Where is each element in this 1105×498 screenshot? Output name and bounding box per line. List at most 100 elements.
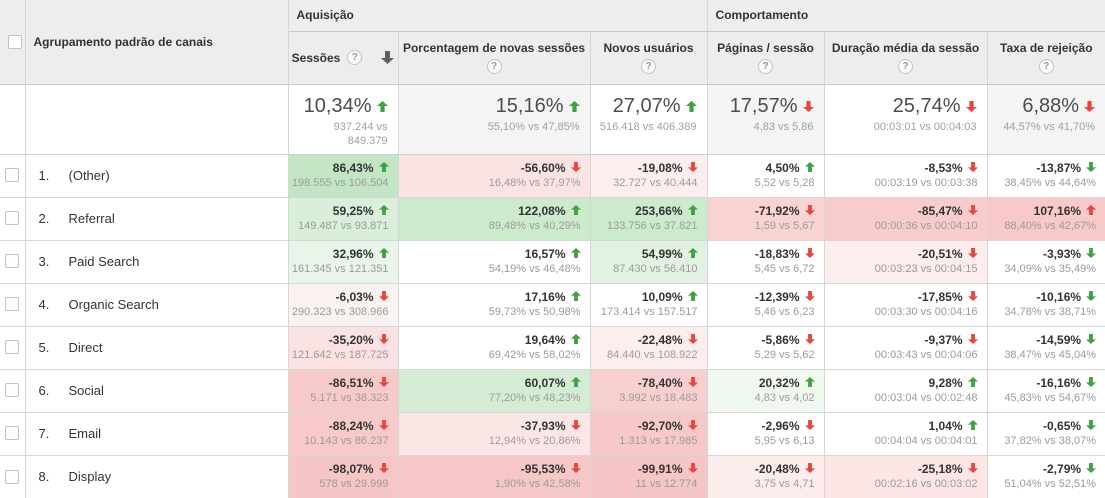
metric-comparison-values: 59,73% vs 50,98% <box>488 305 581 318</box>
row-number: 1. <box>38 168 50 183</box>
row-checkbox[interactable] <box>5 297 20 312</box>
arrow-down-icon <box>1086 333 1097 344</box>
arrow-down-icon <box>967 204 978 215</box>
channel-name: Organic Search <box>68 297 159 312</box>
column-header-sessions[interactable]: Sessões <box>287 30 399 85</box>
row-checkbox[interactable] <box>5 211 20 226</box>
metric-change-value: 17,16% <box>402 290 581 305</box>
column-header-label: Novos usuários <box>603 41 694 55</box>
cell-new-sessions-pct: 122,08% 89,48% vs 40,29% <box>397 196 591 241</box>
arrow-up-icon <box>687 204 698 215</box>
metric-change-value: -86,51% <box>292 376 389 391</box>
arrow-down-icon <box>570 161 581 172</box>
arrow-down-icon <box>804 204 815 215</box>
cell-new-sessions-pct: -95,53% 1,90% vs 42,58% <box>397 454 591 498</box>
help-icon[interactable] <box>898 59 914 74</box>
metric-comparison-values: 5,95 vs 6,13 <box>754 434 815 447</box>
arrow-down-icon <box>967 462 978 473</box>
row-checkbox[interactable] <box>5 168 20 183</box>
cell-avg-session-duration: 1,04% 00:04:04 vs 00:04:01 <box>823 411 988 456</box>
help-icon[interactable] <box>486 59 502 74</box>
cell-pages-per-session: 20,32% 4,83 vs 4,02 <box>706 368 825 413</box>
metric-change-value: -71,92% <box>711 204 815 219</box>
column-header-new-users[interactable]: Novos usuários <box>589 30 708 85</box>
arrow-down-icon <box>1086 247 1097 258</box>
channel-name-cell: 5. Direct <box>24 325 289 370</box>
arrow-up-icon <box>570 247 581 258</box>
summary-comparison-values: 55,10% vs 47,85% <box>487 120 580 133</box>
arrow-down-icon <box>804 290 815 301</box>
cell-sessions: 59,25% 149.487 vs 93.871 <box>287 196 399 241</box>
arrow-up-icon <box>378 247 389 258</box>
metric-comparison-values: 37,82% vs 38,07% <box>1004 434 1097 447</box>
cell-bounce-rate: -14,59% 38,47% vs 45,04% <box>986 325 1105 370</box>
arrow-down-icon <box>804 333 815 344</box>
arrow-up-icon <box>570 333 581 344</box>
row-checkbox[interactable] <box>5 469 20 484</box>
metric-comparison-values: 34,09% vs 35,49% <box>1004 262 1097 275</box>
metric-comparison-values: 173.414 vs 157.517 <box>600 305 698 318</box>
column-header-pages-per-session[interactable]: Páginas / sessão <box>706 30 825 85</box>
metric-comparison-values: 161.345 vs 121.351 <box>291 262 389 275</box>
channel-name: Display <box>68 469 112 485</box>
arrow-up-icon <box>376 100 388 112</box>
metric-comparison-values: 84.440 vs 108.922 <box>607 348 698 361</box>
table-row: 1. (Other) 86,43% 198.555 vs 106.504 -56,60%… <box>0 153 1105 198</box>
metric-comparison-values: 5,46 vs 6,23 <box>754 305 815 318</box>
channel-name-cell: 2. Referral <box>24 196 289 241</box>
metric-change-value: 122,08% <box>402 204 581 219</box>
column-header-avg-session-duration[interactable]: Duração média da sessão <box>823 30 988 85</box>
summary-empty-channel-cell <box>24 83 289 155</box>
cell-new-users: 54,99% 87.430 vs 56.410 <box>589 239 708 284</box>
metric-comparison-values: 5,52 vs 5,28 <box>754 176 815 189</box>
cell-bounce-rate: -3,93% 34,09% vs 35,49% <box>986 239 1105 284</box>
channel-name: Paid Search <box>68 254 140 269</box>
select-all-checkbox[interactable] <box>8 35 22 50</box>
help-icon[interactable] <box>1038 59 1054 74</box>
cell-new-users: -92,70% 1.313 vs 17.985 <box>589 411 708 456</box>
cell-bounce-rate: -13,87% 38,45% vs 44,64% <box>986 153 1105 198</box>
sort-descending-icon[interactable] <box>381 51 395 64</box>
metric-change-value: 1,04% <box>828 419 978 434</box>
metric-comparison-values: 00:03:23 vs 00:04:15 <box>874 262 978 275</box>
cell-avg-session-duration: -9,37% 00:03:43 vs 00:04:06 <box>823 325 988 370</box>
metric-change-value: 9,28% <box>828 376 978 391</box>
help-icon[interactable] <box>758 59 774 74</box>
metric-change-value: 54,99% <box>594 247 698 262</box>
metric-comparison-values: 133.756 vs 37.821 <box>607 219 698 232</box>
row-checkbox-cell <box>0 411 26 456</box>
channel-name-cell: 1. (Other) <box>24 153 289 198</box>
row-checkbox[interactable] <box>5 383 20 398</box>
metric-change-value: 16,57% <box>402 247 581 262</box>
metric-change-value: -13,87% <box>991 161 1097 176</box>
help-icon[interactable] <box>347 50 363 65</box>
arrow-down-icon <box>687 419 698 430</box>
metric-comparison-values: 4,83 vs 4,02 <box>754 391 815 404</box>
metric-change-value: -85,47% <box>828 204 978 219</box>
metric-change-value: -9,37% <box>828 333 978 348</box>
arrow-up-icon <box>570 204 581 215</box>
metric-change-value: 60,07% <box>402 376 581 391</box>
column-header-label: Sessões <box>291 50 341 65</box>
arrow-down-icon <box>1086 376 1097 387</box>
arrow-down-icon <box>1084 100 1096 112</box>
metric-change-value: -2,79% <box>991 462 1097 477</box>
column-header-new-sessions-pct[interactable]: Porcentagem de novas sessões <box>397 30 591 85</box>
summary-comparison-values: 4,83 vs 5,86 <box>753 120 814 133</box>
metric-comparison-values: 00:03:19 vs 00:03:38 <box>874 176 978 189</box>
cell-avg-session-duration: 9,28% 00:03:04 vs 00:02:48 <box>823 368 988 413</box>
arrow-up-icon <box>570 290 581 301</box>
metric-comparison-values: 121.642 vs 187.725 <box>291 348 389 361</box>
column-header-bounce-rate[interactable]: Taxa de rejeição <box>986 30 1105 85</box>
row-checkbox[interactable] <box>5 340 20 355</box>
summary-comparison-values: 516.418 vs 406.389 <box>599 120 697 133</box>
arrow-down-icon <box>1086 462 1097 473</box>
summary-cell-new-users: 27,07% 516.418 vs 406.389 <box>589 83 708 155</box>
row-checkbox[interactable] <box>5 254 20 269</box>
help-icon[interactable] <box>641 59 657 74</box>
metric-comparison-values: 32.727 vs 40.444 <box>613 176 698 189</box>
row-checkbox[interactable] <box>5 426 20 441</box>
metric-change-value: -56,60% <box>402 161 581 176</box>
channel-name-cell: 6. Social <box>24 368 289 413</box>
metric-comparison-values: 45,83% vs 54,67% <box>1004 391 1097 404</box>
